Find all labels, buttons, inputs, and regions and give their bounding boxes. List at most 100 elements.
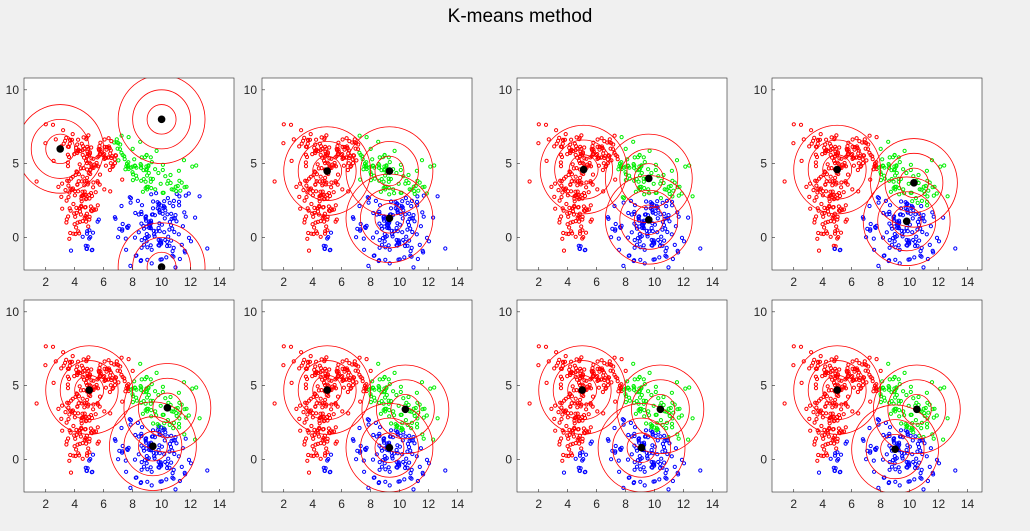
data-point	[149, 469, 154, 474]
data-point	[182, 470, 187, 475]
data-point	[167, 465, 172, 470]
data-point	[835, 217, 840, 222]
data-point	[896, 377, 901, 382]
data-point	[93, 412, 98, 417]
data-point	[605, 379, 610, 384]
data-point	[154, 370, 159, 375]
data-point	[110, 154, 115, 159]
centroid-marker-3	[891, 445, 899, 453]
data-point	[342, 367, 347, 372]
data-point	[610, 147, 616, 152]
data-point	[913, 418, 919, 423]
distance-ring	[117, 222, 206, 270]
data-point	[922, 219, 927, 224]
data-point	[632, 209, 637, 214]
data-point	[411, 487, 416, 492]
data-point	[858, 154, 863, 159]
data-point	[112, 161, 118, 166]
data-point	[398, 433, 403, 438]
data-point	[318, 174, 323, 179]
data-point	[128, 200, 133, 205]
data-point	[831, 427, 836, 432]
data-point	[931, 436, 936, 441]
data-point	[318, 189, 323, 194]
data-point	[115, 146, 120, 151]
data-point	[402, 255, 407, 260]
data-point	[549, 184, 554, 189]
data-point	[409, 426, 414, 431]
data-point	[858, 376, 863, 381]
data-point	[811, 188, 816, 193]
data-point	[326, 426, 331, 431]
data-point	[66, 376, 72, 382]
data-point	[863, 146, 868, 151]
data-point	[159, 425, 164, 430]
data-point	[891, 179, 896, 184]
data-point	[599, 366, 605, 371]
data-point	[124, 161, 130, 166]
data-point	[78, 206, 83, 211]
data-point	[819, 423, 824, 429]
data-point	[567, 225, 572, 230]
data-point	[180, 224, 185, 229]
data-point	[571, 166, 577, 171]
data-point	[319, 193, 324, 198]
data-point	[565, 444, 570, 449]
data-point	[395, 443, 400, 448]
data-point	[103, 155, 108, 160]
data-point	[890, 155, 896, 160]
data-point	[75, 392, 80, 397]
distance-ring	[807, 139, 867, 200]
data-point	[366, 196, 371, 201]
data-point	[116, 158, 121, 163]
data-point	[798, 344, 804, 349]
distance-ring	[45, 133, 76, 165]
data-point	[66, 436, 71, 441]
centroid-marker-3	[385, 214, 394, 223]
data-point	[306, 470, 312, 475]
data-point	[653, 384, 659, 389]
data-point	[80, 189, 85, 194]
data-point	[78, 388, 84, 393]
data-point	[342, 145, 347, 150]
data-point	[945, 194, 950, 199]
data-point	[807, 194, 812, 199]
data-point	[899, 199, 904, 204]
centroid-marker-3	[149, 442, 157, 451]
data-point	[142, 155, 148, 160]
data-point	[856, 161, 861, 166]
x-tick-label: 6	[593, 497, 600, 511]
data-point	[644, 199, 649, 204]
data-point	[558, 386, 564, 391]
distance-ring	[24, 104, 105, 194]
data-point	[354, 158, 359, 163]
data-point	[411, 265, 416, 270]
data-point	[82, 179, 87, 184]
data-point	[320, 411, 325, 416]
data-point	[629, 230, 634, 235]
distance-ring	[283, 126, 372, 216]
data-point	[660, 465, 665, 470]
data-point	[75, 170, 80, 175]
data-point	[915, 200, 920, 205]
data-point	[379, 177, 384, 182]
data-point	[899, 228, 904, 233]
data-point	[595, 359, 600, 364]
data-point	[106, 144, 112, 149]
data-point	[387, 261, 392, 266]
data-point	[565, 211, 570, 216]
data-point	[559, 214, 564, 219]
data-point	[596, 385, 602, 390]
data-point	[920, 229, 925, 235]
data-point	[625, 163, 631, 168]
data-point	[326, 413, 332, 418]
data-point	[419, 158, 425, 163]
data-point	[828, 144, 834, 149]
data-point	[552, 144, 557, 149]
data-point	[811, 138, 816, 143]
data-point	[924, 421, 930, 426]
data-point	[559, 436, 564, 441]
data-point	[667, 411, 672, 416]
data-point	[304, 405, 309, 410]
data-point	[432, 385, 437, 390]
